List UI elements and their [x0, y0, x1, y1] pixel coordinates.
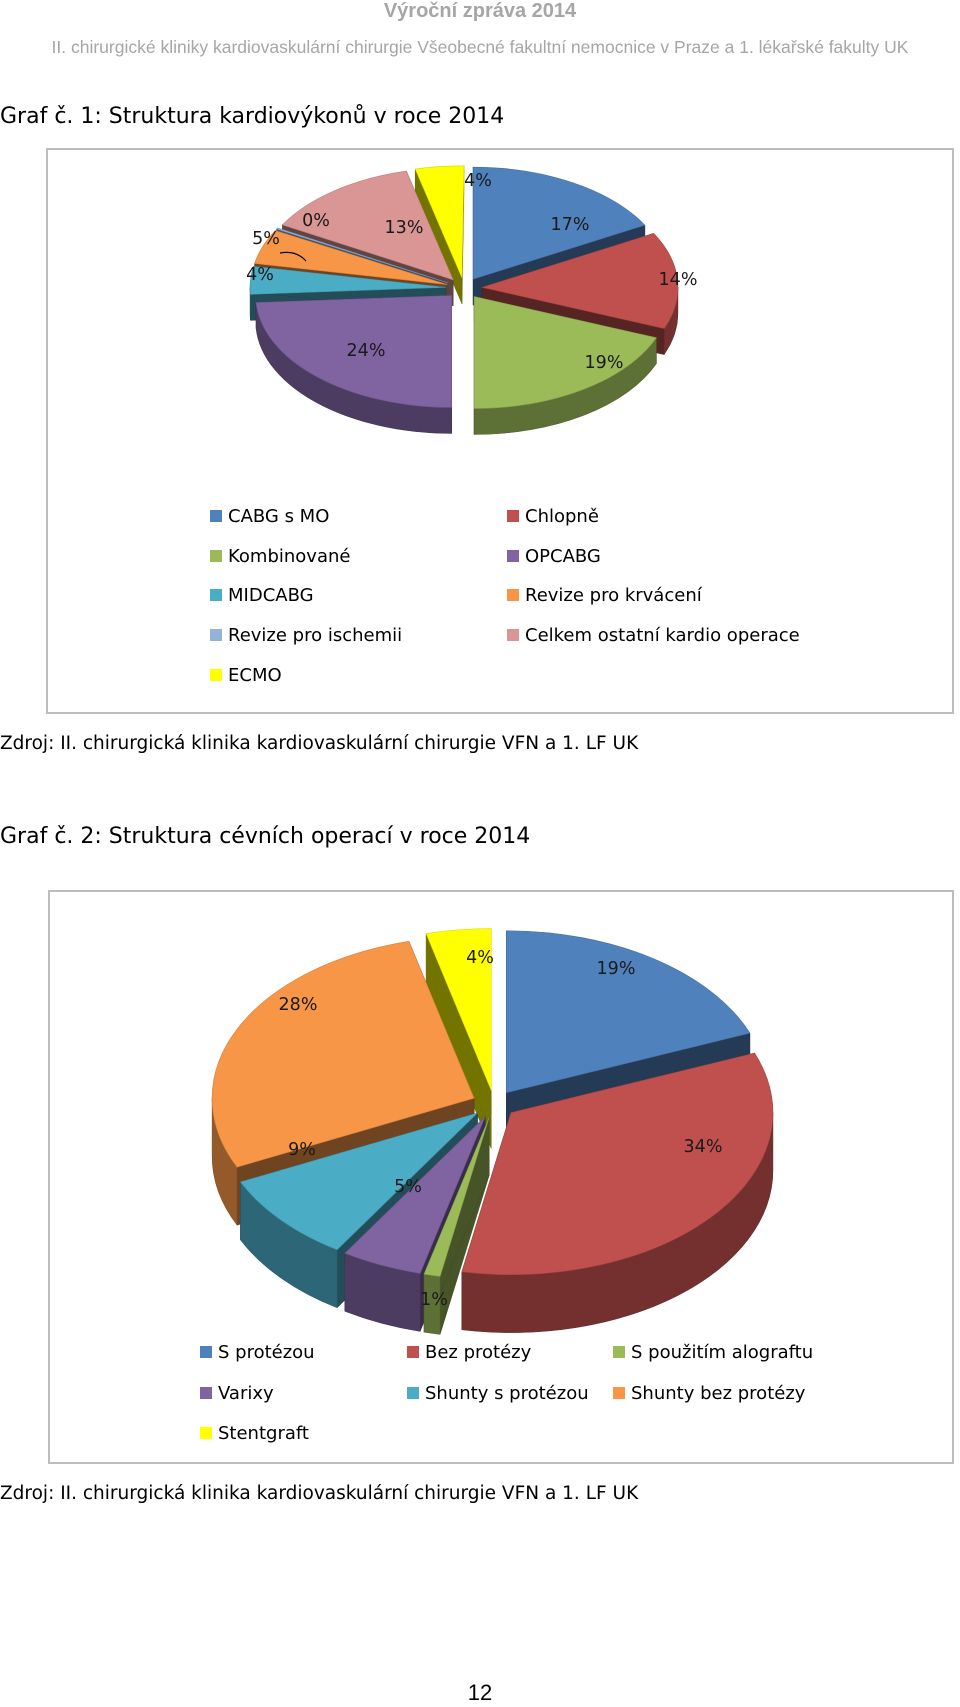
legend-label: S použitím alograftu — [631, 1342, 814, 1363]
slice-midcabg — [249, 266, 447, 295]
pie-labels: 17% 14% 19% 24% 4% 5% 0% 13% 4% — [246, 171, 697, 373]
legend-item-revize-pro-ischemii: Revize pro ischemii — [210, 624, 402, 648]
report-subtitle: II. chirurgické kliniky kardiovaskulární… — [51, 37, 909, 57]
legend-label: Stentgraft — [218, 1423, 309, 1444]
report-title: Výroční zpráva 2014 — [383, 0, 577, 22]
slice-bez-protezy — [461, 1052, 774, 1275]
legend-item-ecmo: ECMO — [210, 664, 282, 688]
data-label-varixy: 5% — [394, 1177, 422, 1197]
data-label-revize-pro-ischemii: 0% — [302, 211, 330, 231]
pie-tops — [211, 928, 774, 1277]
legend-item-shunty-s-protezou: Shunty s protézou — [407, 1382, 589, 1406]
data-label-midcabg: 4% — [246, 265, 274, 285]
data-label-s-pouzitim-alograftu: 1% — [420, 1290, 448, 1310]
slice-celkem-ostatni-kardio-operace — [281, 170, 454, 281]
leader-line — [279, 251, 307, 262]
data-label-bez-protezy: 34% — [684, 1137, 723, 1157]
data-label-celkem-ostatni-kardio-operace: 13% — [385, 218, 424, 238]
slice-chlopne — [480, 233, 679, 329]
legend-swatch — [210, 550, 222, 562]
legend-swatch — [210, 589, 222, 601]
data-label-ecmo: 4% — [464, 171, 492, 191]
legend-swatch — [507, 589, 519, 601]
chart1-pie: 17% 14% 19% 24% 4% 5% 0% 13% 4% — [246, 165, 697, 435]
slice-s-protezou — [506, 930, 751, 1094]
legend-swatch — [200, 1427, 212, 1439]
legend-swatch — [407, 1346, 419, 1358]
legend-label: Varixy — [218, 1383, 274, 1404]
legend-item-kombinovane: Kombinované — [210, 545, 350, 569]
slice-varixy — [344, 1116, 486, 1274]
data-label-shunty-s-protezou: 9% — [288, 1140, 316, 1160]
data-label-revize-pro-krvaceni: 5% — [252, 229, 280, 249]
legend-item-stentgraft: Stentgraft — [200, 1422, 309, 1446]
legend-swatch — [407, 1387, 419, 1399]
legend-swatch — [200, 1387, 212, 1399]
pie-labels: 19% 34% 1% 5% 9% 28% 4% — [279, 948, 723, 1310]
slice-stentgraft — [425, 928, 492, 1091]
chart2-frame: 19% 34% 1% 5% 9% 28% 4% S protézou Bez protézy S… — [48, 890, 954, 1464]
legend-swatch — [507, 629, 519, 641]
legend-label: Shunty s protézou — [425, 1383, 589, 1404]
legend-label: Revize pro ischemii — [228, 625, 403, 646]
pie-tops — [249, 165, 679, 409]
slice-revize-pro-ischemii — [275, 227, 449, 284]
legend-swatch — [210, 510, 222, 522]
slice-shunty-s-protezou — [239, 1112, 478, 1251]
legend-label: OPCABG — [525, 546, 601, 567]
data-label-opcabg: 24% — [347, 341, 386, 361]
legend-item-cabg-s-mo: CABG s MO — [210, 505, 329, 529]
legend-label: Kombinované — [228, 546, 351, 567]
slice-cabg-s-mo — [472, 166, 646, 280]
legend-item-s-protezou: S protézou — [200, 1341, 315, 1365]
legend-item-celkem-ostatni-kardio-operace: Celkem ostatní kardio operace — [507, 624, 800, 648]
legend-label: ECMO — [228, 665, 282, 686]
chart2-caption: Graf č. 2: Struktura cévních operací v r… — [0, 824, 531, 849]
slice-opcabg — [255, 295, 452, 408]
chart1-caption: Graf č. 1: Struktura kardiovýkonů v roce… — [0, 104, 505, 129]
legend-swatch — [613, 1346, 625, 1358]
legend-item-revize-pro-krvaceni: Revize pro krvácení — [507, 584, 702, 608]
slice-ecmo — [414, 165, 465, 278]
data-label-s-protezou: 19% — [597, 959, 636, 979]
data-label-shunty-bez-protezy: 28% — [279, 995, 318, 1015]
legend-label: Shunty bez protézy — [631, 1383, 806, 1404]
chart1-frame: 17% 14% 19% 24% 4% 5% 0% 13% 4% CABG s MO Chlopně… — [46, 148, 954, 714]
legend-label: Bez protézy — [425, 1342, 532, 1363]
legend-label: Revize pro krvácení — [525, 585, 702, 606]
chart2-pie: 19% 34% 1% 5% 9% 28% 4% — [211, 928, 774, 1335]
data-label-cabg-s-mo: 17% — [551, 215, 590, 235]
slice-shunty-bez-protezy — [211, 940, 475, 1168]
data-label-stentgraft: 4% — [466, 948, 494, 968]
legend-swatch — [210, 669, 222, 681]
data-label-kombinovane: 19% — [585, 353, 624, 373]
legend-swatch — [210, 629, 222, 641]
legend-label: Celkem ostatní kardio operace — [525, 625, 800, 646]
legend-swatch — [200, 1346, 212, 1358]
legend-item-varixy: Varixy — [200, 1382, 274, 1406]
legend-label: S protézou — [218, 1342, 315, 1363]
slice-revize-pro-krvaceni — [254, 230, 448, 285]
legend-item-opcabg: OPCABG — [507, 545, 601, 569]
legend-item-midcabg: MIDCABG — [210, 584, 314, 608]
legend-label: Chlopně — [525, 506, 599, 527]
slice-kombinovane — [473, 296, 657, 409]
legend-item-chlopne: Chlopně — [507, 505, 599, 529]
legend-swatch — [507, 550, 519, 562]
page-number: 12 — [467, 1680, 493, 1705]
legend-label: CABG s MO — [228, 506, 330, 527]
legend-label: MIDCABG — [228, 585, 314, 606]
legend-item-s-pouzitim-alograftu: S použitím alograftu — [613, 1341, 813, 1365]
legend-item-bez-protezy: Bez protézy — [407, 1341, 531, 1365]
chart1-source: Zdroj: II. chirurgická klinika kardiovas… — [0, 733, 639, 754]
legend-swatch — [613, 1387, 625, 1399]
slice-s-pouzitim-alograftu — [423, 1117, 490, 1277]
chart2-source: Zdroj: II. chirurgická klinika kardiovas… — [0, 1483, 639, 1504]
data-label-chlopne: 14% — [659, 270, 698, 290]
legend-swatch — [507, 510, 519, 522]
legend-item-shunty-bez-protezy: Shunty bez protézy — [613, 1382, 805, 1406]
